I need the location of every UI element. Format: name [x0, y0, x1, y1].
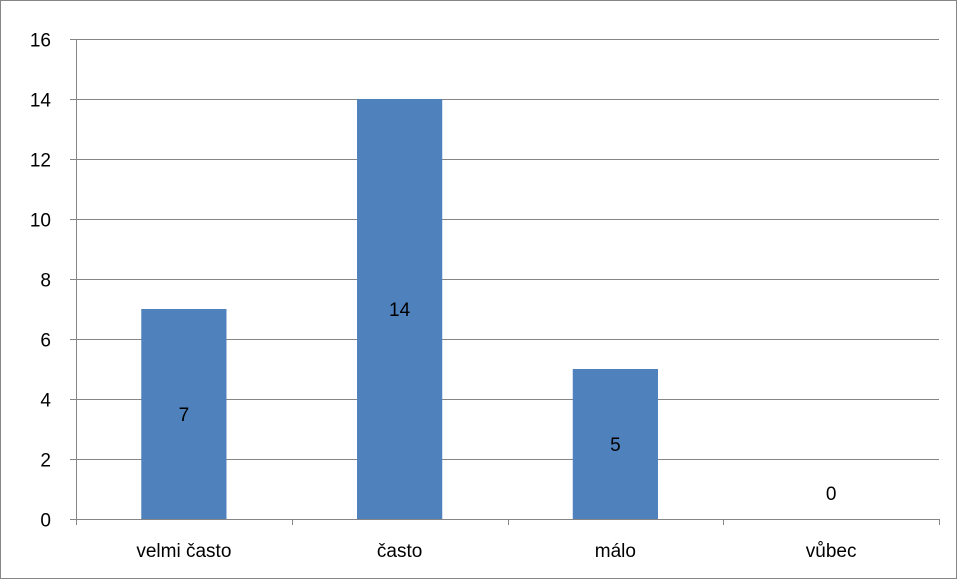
- y-tick-label: 2: [40, 451, 51, 472]
- y-tick-label: 6: [40, 331, 51, 352]
- axes: [70, 39, 940, 525]
- data-label: 0: [826, 484, 837, 505]
- data-label: 14: [389, 300, 411, 321]
- bar: [357, 99, 443, 519]
- y-tick-label: 8: [40, 271, 51, 292]
- y-tick-label: 10: [30, 211, 51, 232]
- x-tick-label: často: [377, 541, 422, 562]
- x-tick-labels: velmi často často málo vůbec: [136, 541, 856, 562]
- data-label: 7: [179, 405, 190, 426]
- y-tick-label: 12: [30, 151, 51, 172]
- y-tick-label: 4: [40, 391, 51, 412]
- x-tick-label: málo: [595, 541, 636, 562]
- x-tick-label: vůbec: [806, 541, 857, 562]
- x-tick-label: velmi často: [136, 541, 231, 562]
- bar: [572, 369, 658, 519]
- y-tick-label: 14: [30, 91, 52, 112]
- y-tick-labels: 0 2 4 6 8 10 12 14 16: [30, 31, 52, 532]
- y-tick-label: 16: [30, 31, 51, 52]
- y-tick-label: 0: [40, 511, 51, 532]
- bars: [141, 99, 658, 519]
- data-labels: 7 14 5 0: [179, 300, 837, 505]
- bar: [141, 309, 227, 519]
- data-label: 5: [610, 435, 621, 456]
